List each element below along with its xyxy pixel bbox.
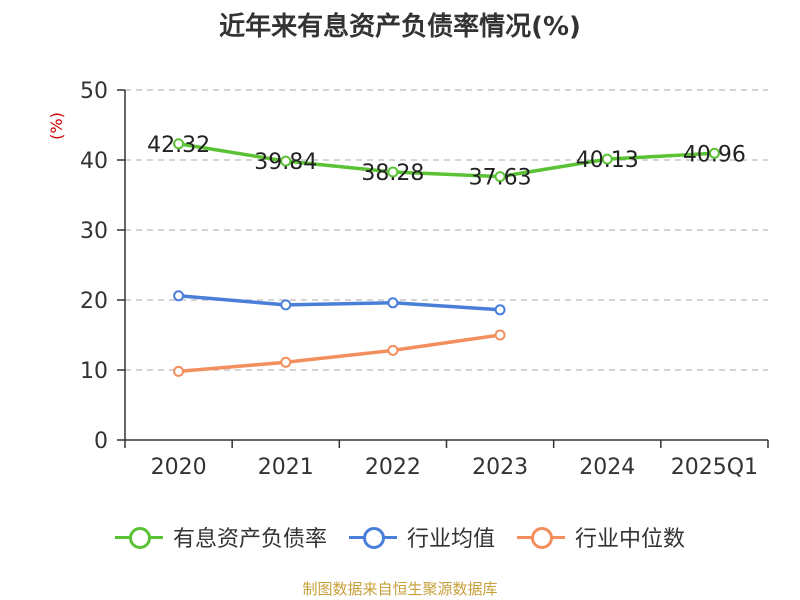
legend-item-industry-avg[interactable]: 行业均值 — [348, 521, 495, 553]
x-tick-label: 2021 — [258, 455, 314, 480]
data-label: 40.96 — [683, 142, 746, 167]
data-label: 38.28 — [361, 161, 424, 186]
y-tick-label: 20 — [80, 289, 108, 314]
data-point — [387, 344, 399, 356]
data-point — [708, 147, 720, 159]
x-tick-label: 2023 — [472, 455, 528, 480]
legend-marker-industry-median — [517, 526, 565, 549]
data-label: 39.84 — [254, 150, 317, 175]
data-point — [173, 290, 185, 302]
legend-label-industry-avg: 行业均值 — [406, 527, 495, 552]
chart-title: 近年来有息资产负债率情况(%) — [219, 12, 581, 42]
legend-marker-industry-avg — [348, 526, 397, 549]
data-label: 37.63 — [469, 166, 532, 191]
data-point — [280, 155, 292, 167]
x-tick-label: 2020 — [151, 455, 207, 480]
legend-label-debt-ratio: 有息资产负债率 — [172, 527, 327, 552]
y-tick-label: 50 — [80, 79, 108, 104]
y-tick-label: 40 — [80, 149, 108, 174]
data-point — [494, 304, 506, 316]
x-tick-label: 2024 — [579, 455, 635, 480]
data-point — [173, 365, 185, 377]
series-line-1 — [176, 294, 502, 312]
y-tick-label: 0 — [94, 429, 108, 454]
legend-label-industry-median: 行业中位数 — [575, 527, 686, 552]
legend-marker-debt-ratio — [114, 526, 163, 549]
series-line-0 — [176, 142, 717, 179]
series-line-2 — [176, 333, 502, 374]
data-source-note: 制图数据来自恒生聚源数据库 — [302, 580, 498, 598]
data-point — [280, 356, 292, 368]
data-label: 42.32 — [147, 133, 210, 158]
data-point — [387, 166, 399, 178]
data-point — [280, 299, 292, 311]
y-tick-label: 30 — [80, 219, 108, 244]
y-axis-unit-label: (%) — [47, 112, 66, 140]
legend-item-industry-median[interactable]: 行业中位数 — [517, 521, 685, 553]
x-tick-label: 2022 — [365, 455, 421, 480]
legend-item-debt-ratio[interactable]: 有息资产负债率 — [114, 521, 327, 553]
data-point — [494, 171, 506, 183]
data-point — [601, 153, 613, 165]
y-tick-label: 10 — [80, 359, 108, 384]
x-tick-label: 2025Q1 — [671, 455, 758, 480]
chart-legend: 有息资产负债率 行业均值 行业中位数 — [0, 519, 800, 555]
data-label: 40.13 — [576, 148, 639, 173]
data-point — [494, 329, 506, 341]
data-point — [387, 297, 399, 309]
data-point — [173, 138, 185, 150]
